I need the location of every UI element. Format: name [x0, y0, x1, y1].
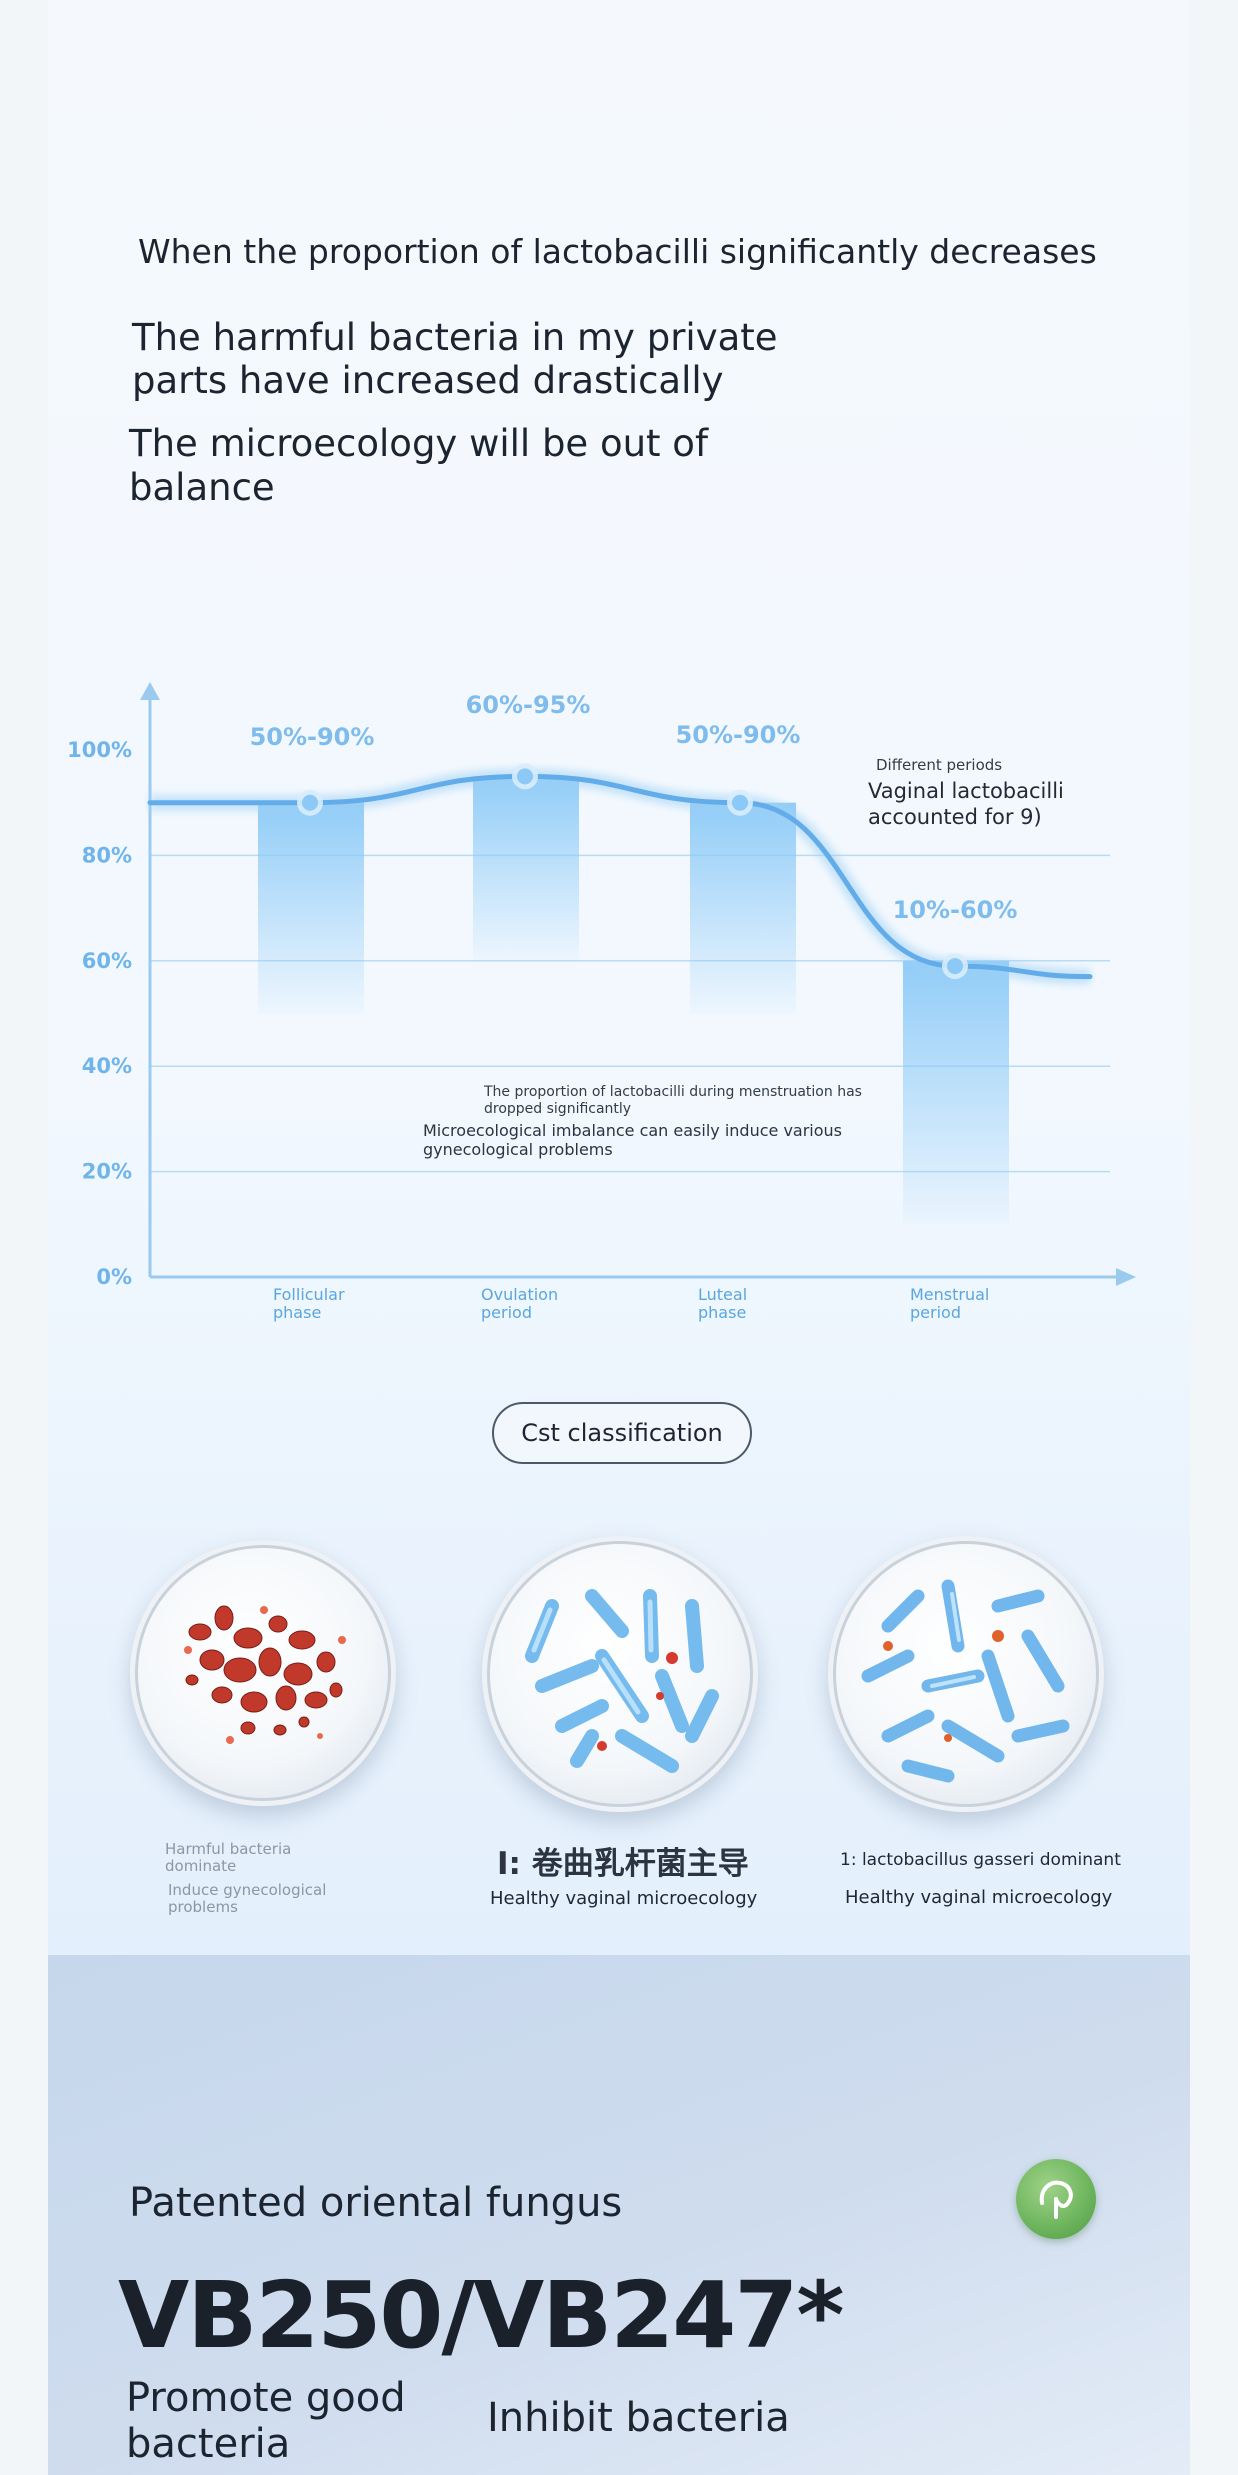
bar-4	[903, 960, 1009, 1225]
curve-marker	[302, 794, 318, 811]
harmful-bacteria-text: The harmful bacteria in my private parts…	[132, 316, 778, 402]
induce-problems-label: Induce gynecological problems	[168, 1881, 327, 1916]
lactobacilli-chart: 0% 20% 40% 60% 80% 100% 50%-90% 60%-95% 50%-90% 1…	[67, 682, 1136, 1322]
category-label: Luteal phase	[698, 1285, 747, 1322]
gasseri-healthy-label: Healthy vaginal microecology	[845, 1887, 1113, 1908]
curve-marker	[732, 794, 748, 811]
brand-leaf-icon	[1016, 2159, 1096, 2239]
curve-marker	[947, 958, 963, 975]
gasseri-dominant-title: 1: lactobacillus gasseri dominant	[840, 1850, 1121, 1870]
crispatus-dominant-title: I: 卷曲乳杆菌主导	[497, 1846, 749, 1882]
crispatus-healthy-label: Healthy vaginal microecology	[490, 1888, 758, 1909]
lactobacillus-rods-illustration	[525, 1589, 719, 1773]
harmful-bacteria-dish-image	[130, 1540, 396, 1806]
category-label: Ovulation period	[481, 1285, 558, 1322]
chart-title: Different periods	[876, 756, 1002, 774]
range-label: 60%-95%	[466, 691, 591, 719]
range-label: 50%-90%	[676, 721, 801, 749]
y-tick-label: 0%	[96, 1265, 132, 1289]
bar-1	[258, 802, 364, 1014]
harmful-bacteria-illustration	[184, 1605, 346, 1744]
x-axis-arrow	[1116, 1268, 1136, 1286]
crispatus-dish-image	[482, 1536, 758, 1812]
y-tick-label: 80%	[82, 843, 132, 867]
y-tick-label: 100%	[67, 738, 132, 762]
y-tick-label: 20%	[82, 1160, 132, 1184]
y-tick-label: 60%	[82, 949, 132, 973]
cst-classification-button[interactable]: Cst classification	[492, 1402, 752, 1464]
harmful-dominate-label: Harmful bacteria dominate	[165, 1840, 292, 1875]
promote-good-bacteria: Promote good bacteria	[126, 2375, 406, 2467]
y-tick-label: 40%	[82, 1054, 132, 1078]
lower-panel	[48, 1955, 1190, 2475]
strain-code: VB250/VB247*	[118, 2262, 844, 2369]
intro-heading: When the proportion of lactobacilli sign…	[138, 232, 1097, 271]
bar-2	[473, 776, 579, 961]
category-label: Follicular phase	[273, 1285, 345, 1322]
chart-subtitle: Vaginal lactobacilli accounted for 9)	[868, 779, 1064, 829]
imbalance-annotation: Microecological imbalance can easily ind…	[423, 1121, 842, 1159]
category-label: Menstrual period	[910, 1285, 989, 1322]
y-axis-arrow	[140, 682, 160, 700]
microecology-text: The microecology will be out of balance	[129, 422, 708, 509]
gasseri-dish-image	[828, 1536, 1104, 1812]
range-label: 50%-90%	[250, 723, 375, 751]
bar-3	[690, 802, 796, 1014]
curve-marker	[517, 768, 533, 785]
inhibit-bacteria: Inhibit bacteria	[487, 2395, 790, 2441]
menstruation-drop-annotation: The proportion of lactobacilli during me…	[483, 1084, 862, 1117]
leaf-glyph-icon	[1039, 2180, 1073, 2219]
lactobacillus-gasseri-illustration	[861, 1579, 1070, 1783]
patent-heading: Patented oriental fungus	[129, 2180, 623, 2226]
range-label: 10%-60%	[893, 896, 1018, 924]
